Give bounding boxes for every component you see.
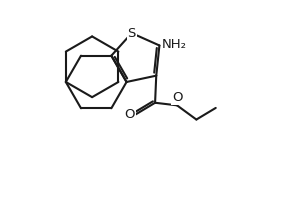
Text: NH₂: NH₂ [162, 38, 187, 51]
Text: O: O [125, 108, 135, 121]
Text: O: O [172, 91, 182, 104]
Text: S: S [127, 27, 136, 40]
